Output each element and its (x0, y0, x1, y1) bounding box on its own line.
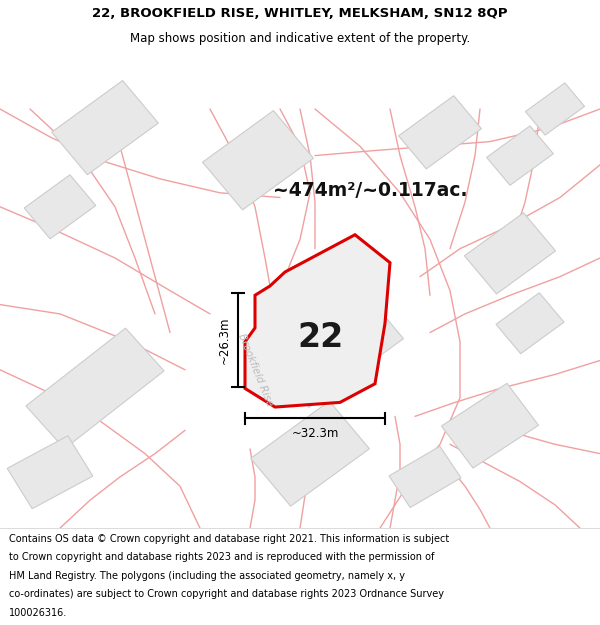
Polygon shape (203, 111, 313, 210)
Polygon shape (526, 83, 584, 135)
Polygon shape (257, 276, 403, 408)
Text: co-ordinates) are subject to Crown copyright and database rights 2023 Ordnance S: co-ordinates) are subject to Crown copyr… (9, 589, 444, 599)
Text: ~26.3m: ~26.3m (218, 316, 230, 364)
Polygon shape (496, 292, 564, 354)
Text: ~32.3m: ~32.3m (292, 427, 338, 439)
Polygon shape (398, 96, 481, 169)
Text: 100026316.: 100026316. (9, 608, 67, 618)
Polygon shape (251, 401, 370, 506)
Polygon shape (487, 126, 553, 185)
Polygon shape (7, 436, 93, 509)
Polygon shape (24, 175, 96, 239)
Text: Map shows position and indicative extent of the property.: Map shows position and indicative extent… (130, 32, 470, 45)
Text: 22: 22 (297, 321, 343, 354)
Text: ~474m²/~0.117ac.: ~474m²/~0.117ac. (273, 181, 467, 201)
Polygon shape (389, 446, 461, 508)
Text: Brookfield Rise: Brookfield Rise (236, 332, 274, 408)
Text: to Crown copyright and database rights 2023 and is reproduced with the permissio: to Crown copyright and database rights 2… (9, 552, 434, 562)
Text: HM Land Registry. The polygons (including the associated geometry, namely x, y: HM Land Registry. The polygons (includin… (9, 571, 405, 581)
Polygon shape (26, 328, 164, 449)
Polygon shape (464, 213, 556, 294)
Polygon shape (245, 235, 390, 407)
Polygon shape (52, 81, 158, 175)
Polygon shape (442, 383, 539, 468)
Text: Contains OS data © Crown copyright and database right 2021. This information is : Contains OS data © Crown copyright and d… (9, 534, 449, 544)
Text: 22, BROOKFIELD RISE, WHITLEY, MELKSHAM, SN12 8QP: 22, BROOKFIELD RISE, WHITLEY, MELKSHAM, … (92, 7, 508, 20)
